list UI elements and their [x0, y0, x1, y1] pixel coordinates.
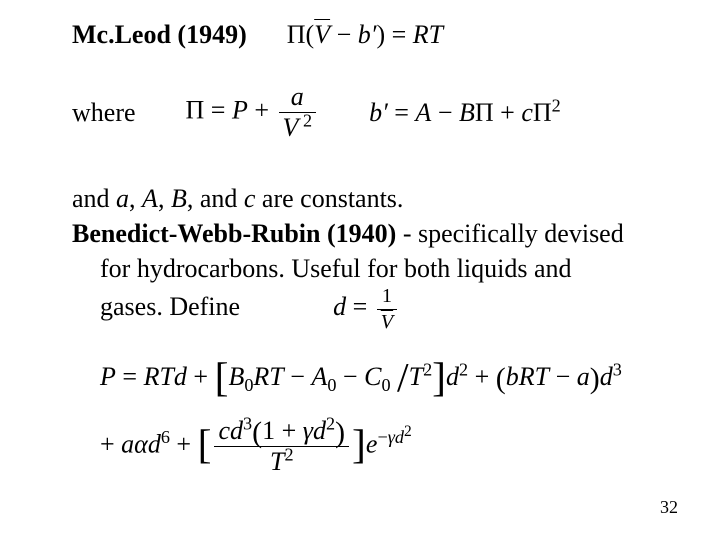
constants-vars: a, A, B [116, 184, 187, 213]
constants-c: c [244, 184, 256, 213]
where-label: where [72, 98, 136, 128]
where-row: where Π = P + aV 2 b′ = A − BΠ + cΠ2 [72, 84, 660, 141]
pi-definition: Π = P + aV 2 [186, 84, 320, 141]
define-prefix: gases. Define [100, 292, 240, 321]
constants-mid: , and [187, 184, 244, 213]
bwr-equation-row2: + aαd6 + [cd3(1 + γd2)T2]e−γd2 [72, 418, 660, 475]
body-paragraph: and a, A, B, and c are constants. Benedi… [72, 181, 660, 332]
mcleod-label: Mc.Leod (1949) [72, 20, 247, 50]
slide: Mc.Leod (1949) Π(V − b′) = RT where Π = … [0, 0, 720, 540]
benedict-line2: for hydrocarbons. Useful for both liquid… [72, 251, 660, 286]
heading-row: Mc.Leod (1949) Π(V − b′) = RT [72, 20, 660, 50]
page-number: 32 [660, 497, 678, 518]
constants-suffix: are constants. [255, 184, 403, 213]
benedict-rest: - specifically devised [396, 219, 623, 248]
d-definition: d = 1V [333, 292, 400, 321]
bwr-equation-row1: P = RTd + [B0RT − A0 − C0 /T2]d2 + (bRT … [72, 362, 660, 392]
bprime-definition: b′ = A − BΠ + cΠ2 [369, 98, 561, 128]
benedict-line1: Benedict-Webb-Rubin (1940) - specificall… [72, 216, 660, 251]
constants-line: and a, A, B, and c are constants. [72, 181, 660, 216]
constants-prefix: and [72, 184, 116, 213]
benedict-label: Benedict-Webb-Rubin (1940) [72, 219, 396, 248]
mcleod-equation: Π(V − b′) = RT [287, 20, 443, 50]
benedict-line3: gases. Define d = 1V [72, 286, 660, 332]
